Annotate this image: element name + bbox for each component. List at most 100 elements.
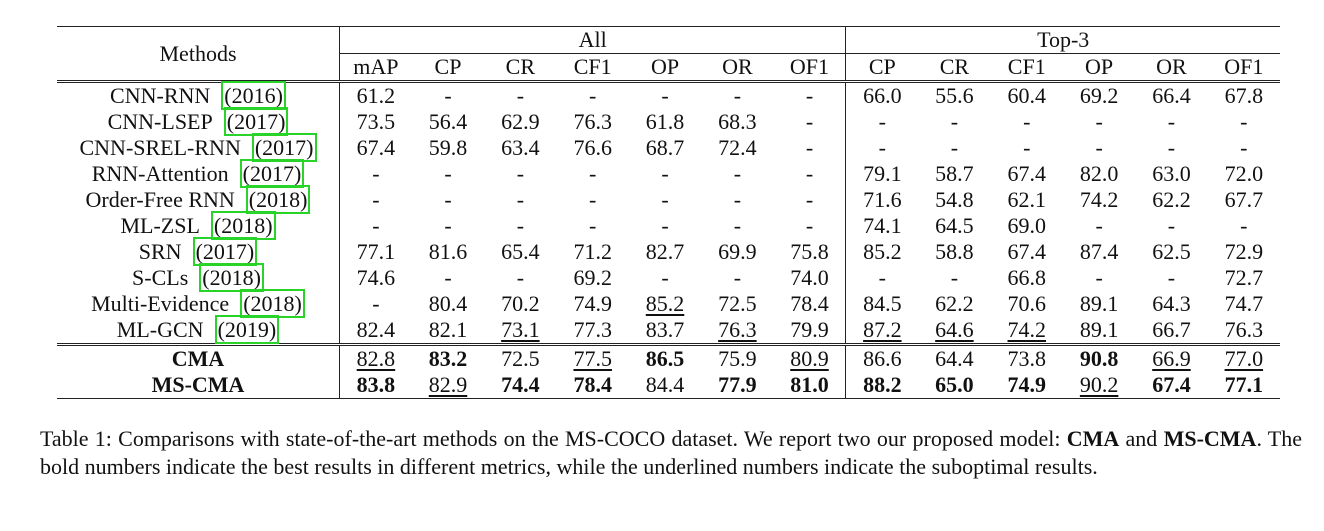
citation-link[interactable]: (2017) <box>251 133 317 162</box>
value-cell: 76.3 <box>557 109 629 135</box>
value-cell: 69.2 <box>557 265 629 291</box>
value-cell: 69.9 <box>701 239 773 265</box>
value-cell: 67.4 <box>991 239 1063 265</box>
value-cell: - <box>1208 135 1280 161</box>
value-cell: 66.9 <box>1135 343 1208 372</box>
value-cell: 89.1 <box>1063 317 1135 345</box>
value-cell: 83.2 <box>411 343 485 372</box>
cell-value: 82.0 <box>1079 161 1119 186</box>
cell-value: 82.8 <box>356 346 396 371</box>
value-cell: 68.7 <box>629 135 701 161</box>
table-row: Multi-Evidence (2018) - 80.4 70.2 74.9 85.2 72… <box>57 289 1280 318</box>
citation-link[interactable]: (2017) <box>239 159 305 188</box>
cell-value: 73.1 <box>501 317 540 342</box>
cell-value: 67.4 <box>1152 372 1191 397</box>
group-header-row: Methods All Top-3 <box>57 26 1280 83</box>
value-cell: 80.9 <box>773 343 846 372</box>
cell-value: 63.0 <box>1152 161 1191 186</box>
method-cell: S-CLs (2018) <box>57 263 340 292</box>
citation-link[interactable]: (2019) <box>214 315 280 344</box>
citation-link[interactable]: (2016) <box>221 81 286 110</box>
value-cell: 82.8 <box>338 343 412 372</box>
value-cell: - <box>701 82 773 110</box>
value-cell: - <box>629 82 701 110</box>
value-cell: - <box>338 161 412 187</box>
cell-value: 83.2 <box>428 346 468 371</box>
cell-value: - <box>1240 135 1248 160</box>
cell-value: - <box>516 187 525 212</box>
cell-value: 70.2 <box>501 291 540 316</box>
value-cell: - <box>845 109 919 135</box>
citation-link[interactable]: (2017) <box>192 237 258 266</box>
value-cell: 72.7 <box>1208 265 1280 291</box>
value-cell: - <box>774 82 846 110</box>
cell-value: 62.2 <box>1152 187 1191 212</box>
value-cell: 81.6 <box>412 239 484 265</box>
value-cell: 77.3 <box>557 317 629 345</box>
method-name: MS-CMA <box>151 372 245 397</box>
value-cell: - <box>991 109 1063 135</box>
citation-year: 2017 <box>234 109 279 134</box>
cell-value: 78.4 <box>573 372 612 397</box>
value-cell: - <box>774 109 846 135</box>
citation-year: 2018 <box>256 187 301 212</box>
citation-link[interactable]: (2017) <box>223 107 289 136</box>
value-cell: - <box>484 187 556 213</box>
cell-value: 83.7 <box>645 317 685 342</box>
cell-value: 66.4 <box>1152 83 1191 108</box>
cell-value: - <box>372 161 380 186</box>
value-cell: - <box>1208 213 1280 239</box>
citation-link[interactable]: (2018) <box>240 289 305 318</box>
caption-suffix: . The bold numbers indicate the best res… <box>40 426 1302 479</box>
cell-value: 76.6 <box>573 135 612 160</box>
cell-value: 68.3 <box>718 109 757 134</box>
cell-value: - <box>878 109 886 134</box>
cell-value: 86.6 <box>863 346 902 371</box>
value-cell: 66.8 <box>991 265 1063 291</box>
cell-value: 72.5 <box>501 346 540 371</box>
value-cell: - <box>338 213 412 239</box>
value-cell: 66.0 <box>845 81 919 109</box>
value-cell: 80.4 <box>412 291 484 317</box>
cell-value: 67.4 <box>1007 239 1047 264</box>
value-cell: 69.2 <box>1063 82 1135 110</box>
cell-value: 69.2 <box>1079 83 1119 108</box>
cell-value: 74.0 <box>790 265 829 290</box>
value-cell: - <box>918 135 990 161</box>
cell-value: 75.8 <box>790 239 829 264</box>
cell-value: - <box>1167 265 1176 290</box>
cell-value: - <box>733 187 742 212</box>
cell-value: 84.4 <box>645 372 685 397</box>
value-cell: - <box>557 161 629 187</box>
method-name: RNN-Attention <box>91 161 229 186</box>
value-cell: - <box>557 82 629 110</box>
table-row-proposed: CMA 82.8 83.2 72.5 77.5 86.5 75.9 80.9 86.6 64.4 7… <box>57 343 1280 372</box>
value-cell: 58.8 <box>918 239 990 265</box>
value-cell: - <box>484 265 556 291</box>
metric-header: CF1 <box>990 53 1063 83</box>
cell-value: - <box>805 187 814 212</box>
cell-value: 67.8 <box>1224 83 1264 108</box>
table-row: CNN-SREL-RNN (2017) 67.4 59.8 63.4 76.6 68.7 7… <box>57 133 1280 162</box>
citation-link[interactable]: (2018) <box>199 263 264 292</box>
table-row: RNN-Attention (2017) - - - - - - - 79.1 58.7 67.4 8… <box>57 159 1280 188</box>
value-cell: - <box>338 291 412 317</box>
citation-link[interactable]: (2018) <box>210 211 276 240</box>
value-cell: 66.4 <box>1135 82 1207 110</box>
value-cell: 62.2 <box>918 291 990 317</box>
cell-value: - <box>950 265 959 290</box>
citation-link[interactable]: (2018) <box>245 185 311 214</box>
table-body: CNN-RNN (2016) 61.2- - - - - -66.0 55.6 60.4 69.2… <box>57 81 1280 399</box>
cell-value: 88.2 <box>863 372 902 397</box>
cell-value: - <box>661 265 669 290</box>
cell-value: - <box>1023 135 1031 160</box>
value-cell: 59.8 <box>412 135 484 161</box>
cell-value: 82.7 <box>645 239 685 264</box>
cell-value: - <box>1167 109 1176 134</box>
cell-value: 72.9 <box>1224 239 1264 264</box>
value-cell: 74.7 <box>1208 291 1280 317</box>
value-cell: 74.2 <box>991 317 1063 345</box>
value-cell: 78.4 <box>774 291 846 317</box>
cell-value: 82.1 <box>428 317 468 342</box>
cell-value: - <box>516 213 525 238</box>
